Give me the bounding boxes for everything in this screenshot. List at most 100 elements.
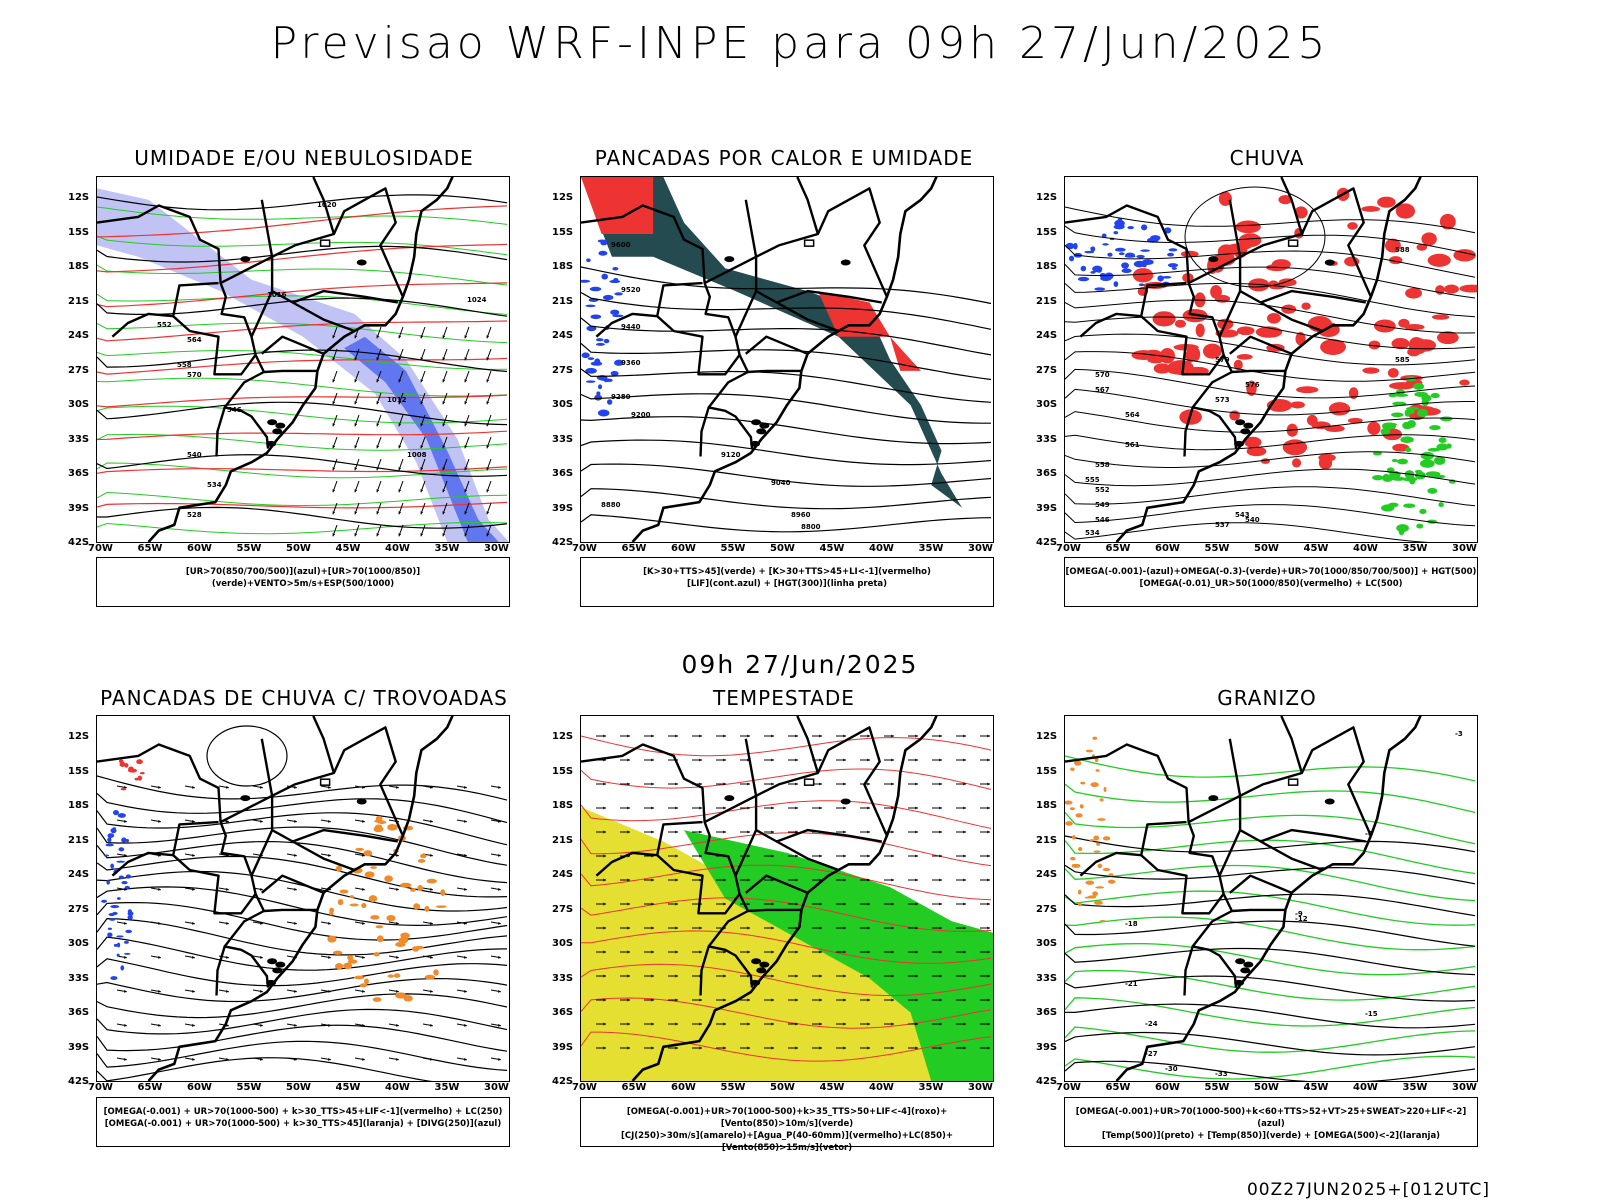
streamline-arrow-head [226,1057,229,1061]
wind-vector-head [891,926,894,930]
wind-vector-head [771,830,774,834]
map-trovoadas [96,715,510,1082]
wind-vector-head [627,1022,630,1026]
isoline [1065,368,1476,399]
wind-vector-head [963,926,966,930]
convection-area [375,824,383,829]
panel-title-umidade: UMIDADE E/OU NEBULOSIDADE [134,146,474,170]
wind-vector-head [987,878,990,882]
wind-vector-head [699,734,702,738]
rain-area [1236,326,1255,336]
lif-contour [610,309,620,315]
streamline-arrow-head [396,785,399,789]
rain-area [1290,401,1305,409]
wind-vector-head [963,830,966,834]
rain-area [1266,312,1281,324]
wind-vector-head [939,926,942,930]
convection-area [424,905,430,912]
streamline-arrow-head [158,1057,161,1061]
isoline [1065,388,1475,416]
coastline [1115,177,1422,542]
wind-vector-head [987,902,990,906]
lat-label: 15S [552,226,574,238]
lake-mark [356,259,367,266]
border-line [220,187,404,298]
lake-mark [267,958,278,965]
contour-label: -30 [1165,1065,1178,1073]
streamline-arrow-head [396,887,399,891]
wind-vector-head [651,782,654,786]
omega-strong [1438,502,1444,508]
wind-vector-head [939,806,942,810]
contour-label: -33 [1215,1070,1228,1078]
streamline-arrow-head [498,921,501,925]
omega-weak [1096,267,1102,273]
wind-vector-head [747,998,750,1002]
lon-label: 50W [1254,1082,1279,1093]
rain-area [1416,243,1428,251]
contour-label: 546 [1095,516,1110,524]
wind-vector-head [464,511,468,515]
isoline [97,506,508,529]
rain-area [1318,456,1333,470]
streamline-arrow-head [260,819,263,823]
convection-area [349,903,359,907]
omega-weak [1101,233,1107,238]
panel-title-tempestade: TEMPESTADE [713,686,855,710]
rain-area [1395,203,1416,219]
lon-label: 45W [1303,543,1329,554]
streamline-arrow-head [430,921,433,925]
convection-area [370,915,380,920]
omega-weak [1171,267,1177,270]
omega500-area [1077,902,1082,907]
streamline-arrow-head [192,853,195,857]
li-area [817,291,890,337]
legend-line: [OMEGA(-0.001)+UR>70(1000-500)+k>35_TTS>… [626,1107,948,1129]
streamline-arrow-head [294,921,297,925]
contour-label: -3 [1455,730,1463,738]
omega500-area [1099,919,1106,923]
divergence-area [116,942,121,948]
wind-vector-head [867,734,870,738]
lake-mark [267,419,278,426]
wind-vector-head [398,467,402,471]
isoline [97,775,508,801]
isoline [97,958,508,987]
streamline-arrow-head [328,955,331,959]
wind-vector-head [332,467,336,471]
border-line [1188,726,1372,837]
wind-vector-head [987,854,990,858]
wind-vector-head [354,357,358,361]
wind-vector-head [376,445,380,449]
capital-mark [1287,239,1299,247]
lon-label: 30W [484,1082,509,1093]
isoline [581,800,992,829]
isoline [97,462,508,479]
wind-vector-head [843,974,846,978]
wind-vector-head [627,830,630,834]
convection-area [368,895,378,903]
wind-vector-head [891,1022,894,1026]
wind-vector-head [464,335,468,339]
streamline-arrow-head [430,819,433,823]
wind-vector-head [939,782,942,786]
streamline-arrow-head [192,819,195,823]
border-line [223,893,270,988]
streamline-arrow-head [430,853,433,857]
omega-weak [1090,246,1096,252]
lat-label: 36S [68,468,90,479]
wind-vector-head [891,998,894,1002]
convection-area [387,974,394,978]
wind-vector-head [867,974,870,978]
divergence-area [116,935,124,938]
wind-vector-head [420,379,424,383]
border-line [172,820,219,856]
streamline-arrow-head [362,955,365,959]
lon-label: 65W [137,543,163,554]
lon-label: 50W [286,543,311,554]
streamline-arrow-head [124,853,127,857]
convection-area [420,853,427,859]
divergence-area [106,880,110,885]
isoline [97,293,508,315]
isoline [97,917,508,956]
